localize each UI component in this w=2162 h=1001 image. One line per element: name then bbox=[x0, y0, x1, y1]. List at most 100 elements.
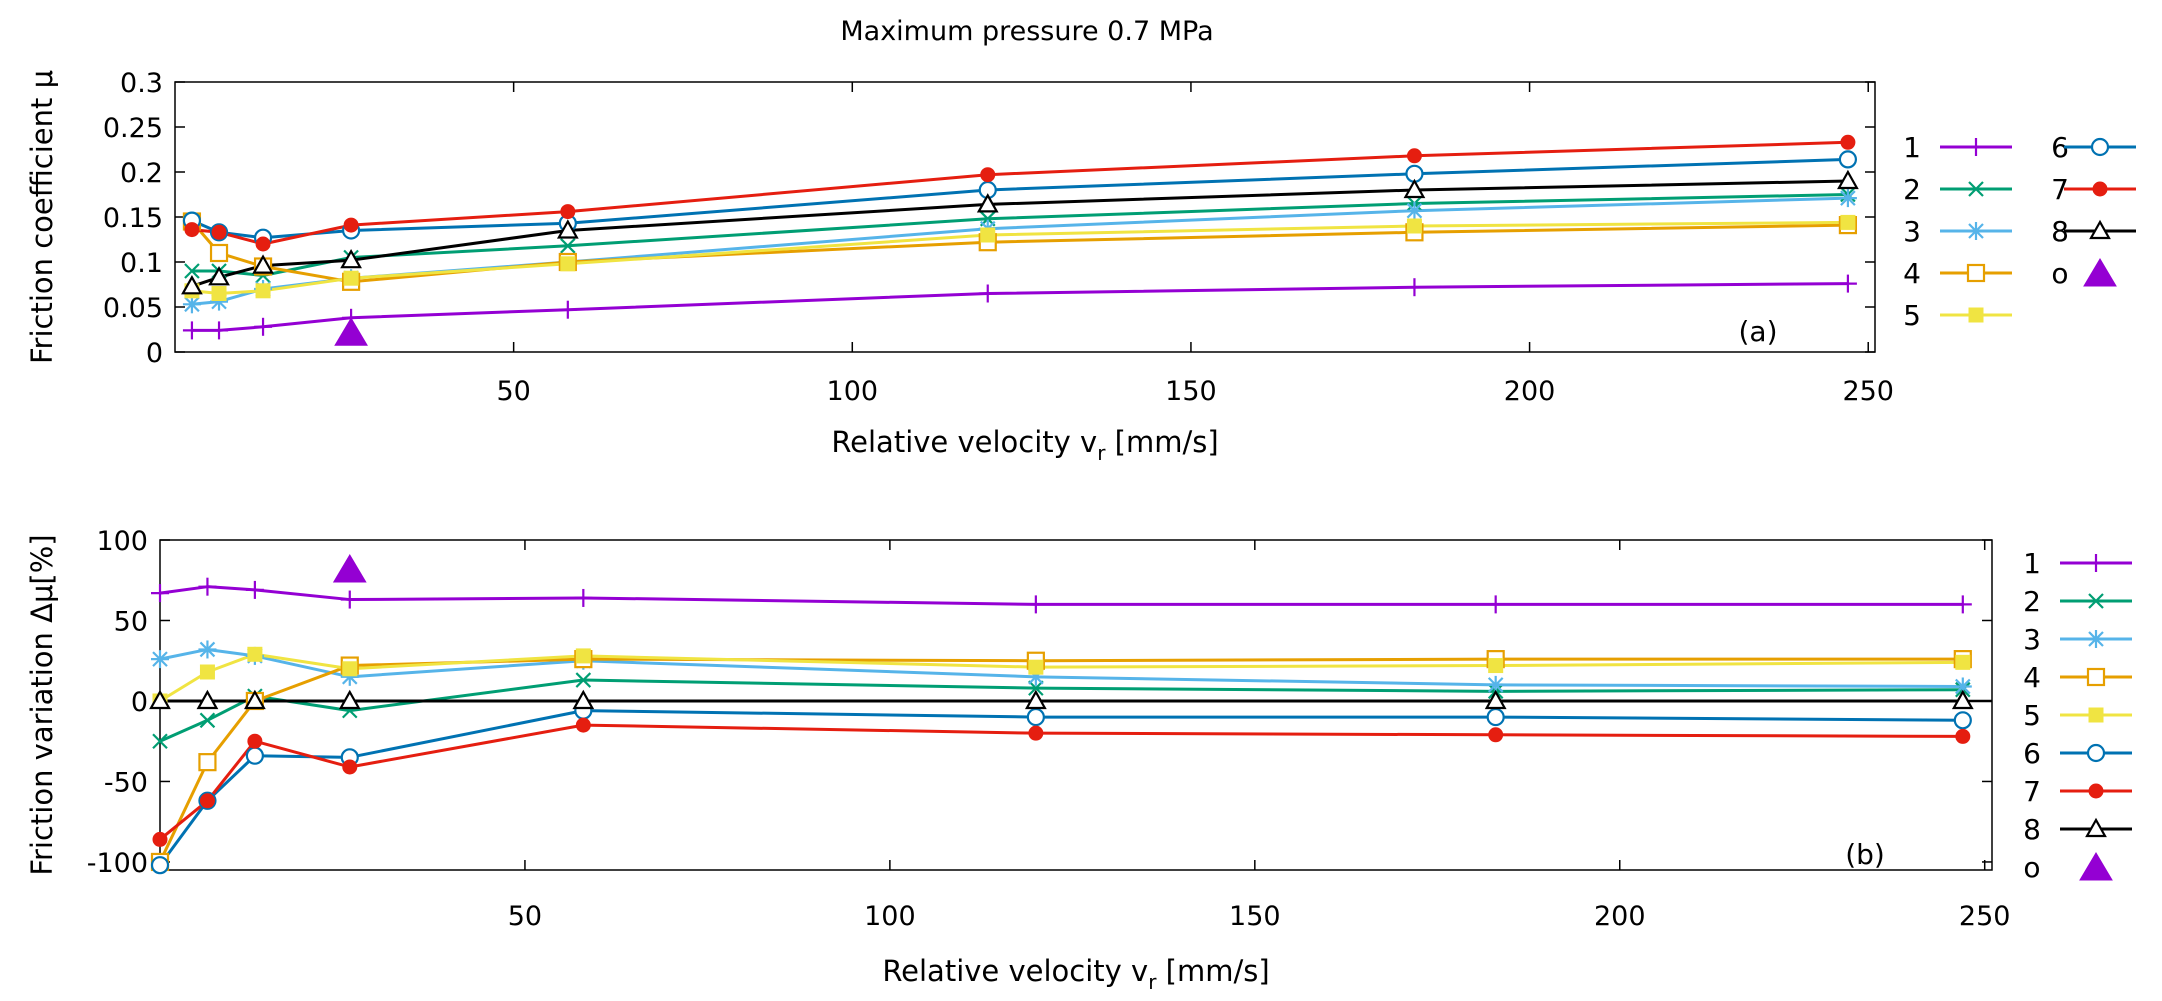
data-point-6 bbox=[1838, 150, 1858, 169]
legend-marker-6 bbox=[2086, 743, 2106, 763]
data-point-8 bbox=[244, 689, 266, 710]
y-tick-label: 0.1 bbox=[120, 248, 163, 279]
panel-b-chart: -100 -50 0 50 100 50 100 150 200 250 Relative velo… bbox=[25, 526, 2132, 994]
data-point-8 bbox=[338, 689, 361, 710]
y-tick-label: 0.2 bbox=[120, 158, 163, 189]
data-point-2 bbox=[152, 733, 168, 749]
data-point-2 bbox=[1028, 680, 1044, 696]
data-point-5 bbox=[1406, 218, 1422, 234]
x-tick-label: 150 bbox=[1229, 901, 1281, 932]
data-point-7 bbox=[560, 204, 576, 220]
data-point-2 bbox=[575, 672, 592, 688]
series-line-5 bbox=[191, 220, 1848, 295]
data-point-8 bbox=[976, 193, 999, 213]
data-point-6 bbox=[1953, 711, 1972, 730]
x-tick-label: 50 bbox=[496, 376, 530, 407]
x-tick-label: 250 bbox=[1842, 376, 1894, 407]
data-point-6 bbox=[1486, 707, 1505, 727]
data-point-3 bbox=[1405, 201, 1424, 220]
legend-label-7: 7 bbox=[2051, 173, 2069, 206]
data-point-6 bbox=[150, 856, 170, 875]
data-point-5 bbox=[1488, 658, 1504, 674]
data-point-6 bbox=[1026, 707, 1045, 727]
data-point-5 bbox=[342, 661, 358, 677]
legend-label-8: 8 bbox=[2051, 215, 2069, 248]
data-point-8 bbox=[149, 689, 171, 710]
data-point-7 bbox=[343, 217, 359, 233]
x-tick-label: 150 bbox=[1165, 376, 1217, 407]
y-axis-label: Friction variation Δμ[%] bbox=[25, 534, 59, 875]
y-tick-label: 0.05 bbox=[103, 293, 163, 324]
y-tick-label: 0 bbox=[146, 338, 163, 369]
series-line-7 bbox=[159, 723, 1963, 841]
legend-label-1: 1 bbox=[2023, 547, 2041, 580]
data-point-1 bbox=[1405, 278, 1424, 297]
data-point-8 bbox=[340, 248, 362, 269]
legend-label-o: o bbox=[2023, 851, 2040, 884]
data-point-8 bbox=[1403, 178, 1426, 199]
x-tick-label: 250 bbox=[1959, 901, 2011, 932]
legend-label-o: o bbox=[2051, 257, 2068, 290]
legend-marker-7 bbox=[2092, 181, 2108, 197]
y-axis-label: Friction coefficient μ bbox=[25, 70, 59, 364]
data-point-3 bbox=[1838, 189, 1857, 208]
data-point-7 bbox=[1955, 728, 1971, 744]
data-point-5 bbox=[980, 227, 996, 243]
data-point-5 bbox=[343, 270, 359, 286]
data-point-1 bbox=[558, 300, 577, 319]
data-point-o bbox=[334, 317, 368, 346]
x-axis-label-sub: r bbox=[1097, 441, 1106, 465]
legend-label-2: 2 bbox=[2023, 585, 2041, 618]
x-axis-label: Relative velocity vr [mm/s] bbox=[831, 425, 1218, 465]
data-point-7 bbox=[1488, 727, 1504, 743]
data-point-2 bbox=[184, 263, 200, 279]
x-tick-label: 100 bbox=[864, 901, 916, 932]
data-point-1 bbox=[245, 580, 264, 599]
data-point-5 bbox=[575, 648, 591, 664]
data-point-7 bbox=[247, 733, 263, 749]
data-point-5 bbox=[560, 256, 576, 272]
legend-marker-7 bbox=[2088, 783, 2104, 799]
x-tick-label: 50 bbox=[508, 901, 542, 932]
data-point-1 bbox=[254, 317, 273, 336]
data-point-2 bbox=[199, 712, 216, 729]
data-point-8 bbox=[208, 266, 230, 286]
data-point-7 bbox=[152, 831, 168, 847]
legend-label-2: 2 bbox=[1903, 173, 1921, 206]
legend-marker-8 bbox=[2085, 817, 2107, 838]
data-point-7 bbox=[199, 793, 215, 809]
x-tick-label: 200 bbox=[1594, 901, 1646, 932]
legend-label-7: 7 bbox=[2023, 775, 2041, 808]
legend-marker-6 bbox=[2090, 137, 2110, 157]
legend-label-6: 6 bbox=[2023, 737, 2041, 770]
data-point-6 bbox=[245, 746, 264, 765]
data-point-8 bbox=[181, 275, 203, 295]
legend-marker-2 bbox=[1968, 181, 1984, 197]
y-tick-label: 0.3 bbox=[120, 68, 163, 99]
legend-label-3: 3 bbox=[2023, 623, 2041, 656]
data-point-1 bbox=[182, 321, 201, 340]
data-point-5 bbox=[1840, 214, 1856, 230]
data-point-1 bbox=[1953, 595, 1972, 614]
series-line-1 bbox=[159, 585, 1963, 606]
figure-title: Maximum pressure 0.7 MPa bbox=[840, 16, 1213, 47]
data-point-8 bbox=[1024, 689, 1047, 710]
legend-marker-o bbox=[2079, 852, 2113, 881]
legend-marker-2 bbox=[2088, 593, 2104, 609]
data-point-1 bbox=[1838, 274, 1857, 293]
data-point-7 bbox=[184, 222, 200, 238]
data-point-8 bbox=[556, 219, 579, 239]
legend-marker-1 bbox=[2087, 554, 2105, 572]
data-point-1 bbox=[210, 321, 229, 340]
data-point-1 bbox=[574, 588, 593, 607]
x-axis-label: Relative velocity vr [mm/s] bbox=[882, 954, 1269, 994]
x-axis-label-sub: r bbox=[1148, 970, 1157, 994]
data-point-1 bbox=[978, 284, 997, 303]
data-point-4 bbox=[209, 243, 229, 263]
data-point-8 bbox=[1951, 689, 1974, 710]
data-point-7 bbox=[1840, 134, 1856, 150]
y-tick-label: 50 bbox=[114, 606, 148, 637]
legend-label-8: 8 bbox=[2023, 813, 2041, 846]
legend-marker-8 bbox=[2089, 219, 2111, 240]
